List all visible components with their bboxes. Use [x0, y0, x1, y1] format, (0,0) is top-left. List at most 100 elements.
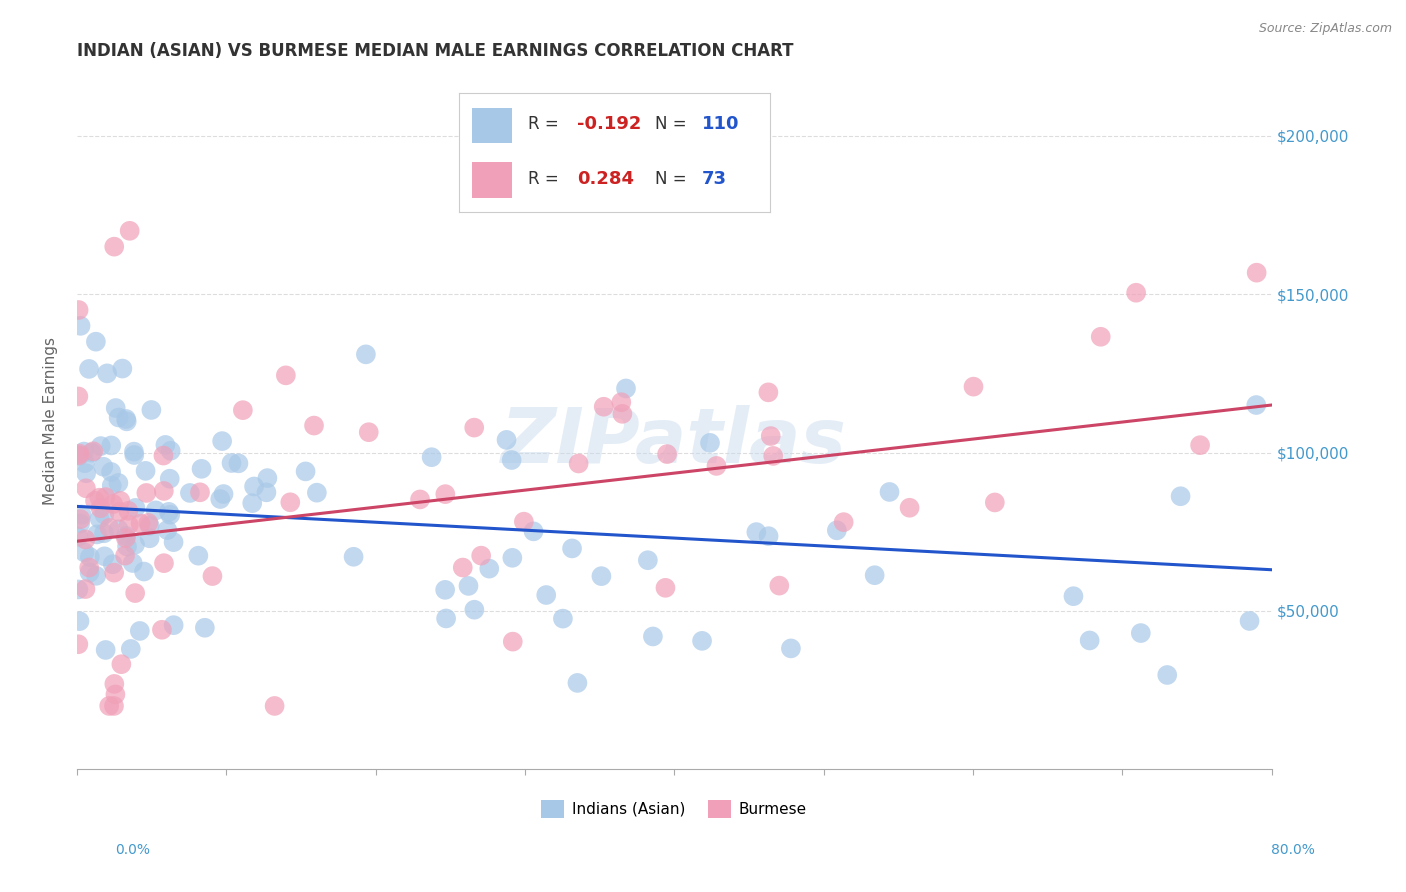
Point — [567, 676, 589, 690]
Point — [75, 467, 97, 481]
Point — [409, 492, 432, 507]
Point — [93, 549, 115, 564]
Point — [86, 527, 108, 541]
Point — [80, 445, 103, 459]
Point — [67, 389, 90, 403]
Point — [89, 512, 111, 526]
Legend: Indians (Asian), Burmese: Indians (Asian), Burmese — [536, 794, 813, 824]
Point — [75, 533, 97, 547]
Point — [342, 549, 364, 564]
Point — [699, 435, 721, 450]
Point — [159, 472, 181, 486]
Point — [94, 490, 117, 504]
Point — [1239, 614, 1261, 628]
Point — [501, 550, 523, 565]
Point — [201, 569, 224, 583]
Point — [762, 449, 785, 463]
Point — [77, 560, 100, 574]
Point — [1156, 668, 1178, 682]
Point — [962, 379, 984, 393]
Point — [103, 566, 125, 580]
Point — [110, 657, 132, 672]
Point — [1246, 398, 1268, 412]
Point — [73, 545, 96, 559]
Point — [637, 553, 659, 567]
Point — [75, 582, 97, 596]
Point — [69, 614, 91, 628]
Point — [163, 618, 186, 632]
Point — [94, 643, 117, 657]
Point — [357, 425, 380, 440]
Point — [522, 524, 544, 539]
Point — [155, 438, 177, 452]
Point — [135, 464, 157, 478]
Point — [107, 522, 129, 536]
Point — [879, 485, 901, 500]
Point — [93, 508, 115, 522]
Point — [780, 641, 803, 656]
Point — [221, 456, 243, 470]
Point — [69, 516, 91, 531]
Point — [274, 368, 297, 383]
Point — [138, 518, 160, 533]
Point — [103, 698, 125, 713]
Point — [110, 494, 132, 508]
Point — [825, 524, 848, 538]
Point — [152, 449, 174, 463]
Point — [187, 549, 209, 563]
Point — [610, 395, 633, 409]
Point — [70, 508, 93, 522]
Point — [302, 418, 325, 433]
Text: Source: ZipAtlas.com: Source: ZipAtlas.com — [1258, 22, 1392, 36]
Point — [82, 444, 104, 458]
Point — [591, 569, 613, 583]
Point — [263, 698, 285, 713]
Point — [240, 496, 263, 510]
Point — [190, 462, 212, 476]
Point — [156, 523, 179, 537]
Point — [212, 487, 235, 501]
Point — [745, 525, 768, 540]
Point — [100, 478, 122, 492]
Point — [502, 634, 524, 648]
Point — [434, 611, 457, 625]
Point — [256, 471, 278, 485]
Point — [84, 569, 107, 583]
Point — [77, 362, 100, 376]
Point — [107, 475, 129, 490]
Point — [561, 541, 583, 556]
Point — [153, 556, 176, 570]
Point — [768, 579, 790, 593]
Point — [124, 538, 146, 552]
Point — [463, 603, 485, 617]
Point — [69, 449, 91, 463]
Point — [254, 485, 277, 500]
Point — [1129, 626, 1152, 640]
Point — [157, 505, 180, 519]
Point — [592, 400, 614, 414]
Point — [153, 483, 176, 498]
Point — [124, 500, 146, 515]
Point — [100, 465, 122, 479]
Point — [115, 412, 138, 426]
Point — [654, 581, 676, 595]
Text: 80.0%: 80.0% — [1271, 843, 1315, 857]
Point — [120, 642, 142, 657]
Point — [194, 621, 217, 635]
Point — [179, 486, 201, 500]
Point — [135, 486, 157, 500]
Point — [118, 518, 141, 533]
Point — [104, 401, 127, 415]
Point — [104, 688, 127, 702]
Point — [614, 381, 637, 395]
Point — [354, 347, 377, 361]
Point — [145, 503, 167, 517]
Text: INDIAN (ASIAN) VS BURMESE MEDIAN MALE EARNINGS CORRELATION CHART: INDIAN (ASIAN) VS BURMESE MEDIAN MALE EA… — [77, 42, 793, 60]
Point — [84, 493, 107, 508]
Point — [101, 558, 124, 572]
Point — [478, 561, 501, 575]
Point — [211, 434, 233, 449]
Text: ZIPatlas: ZIPatlas — [501, 405, 848, 479]
Point — [759, 429, 782, 443]
Point — [114, 549, 136, 563]
